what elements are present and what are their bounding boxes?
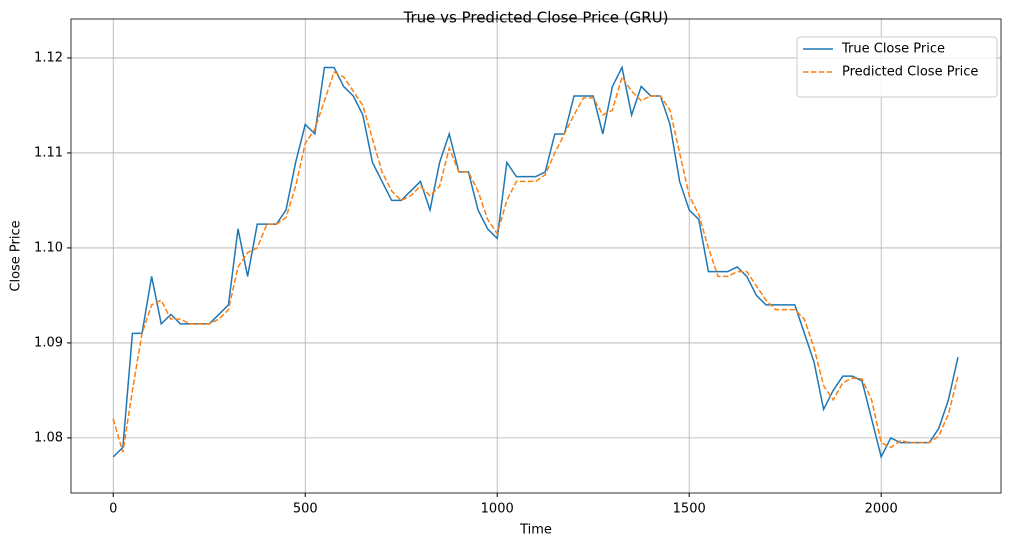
legend-box [796, 36, 998, 98]
y-tick-label: 1.10 [34, 240, 63, 255]
y-tick-label: 1.08 [34, 430, 63, 445]
plot-frame [70, 18, 1002, 494]
data-line [112, 71, 959, 453]
legend: True Close Price Predicted Close Price [796, 36, 998, 98]
legend-label: Predicted Close Price [842, 65, 978, 80]
legend-label: True Close Price [841, 42, 945, 57]
y-tick-label: 1.12 [34, 50, 63, 65]
y-axis-label: Close Price [9, 220, 24, 291]
data-line [112, 65, 959, 460]
x-tick-label: 500 [293, 502, 318, 517]
x-axis-label: Time [519, 523, 552, 538]
y-tick-label: 1.09 [34, 335, 63, 350]
chart-title: True vs Predicted Close Price (GRU) [403, 9, 669, 27]
x-tick-label: 0 [109, 502, 117, 517]
x-tick-label: 1500 [673, 502, 706, 517]
y-tick-label: 1.11 [34, 145, 63, 160]
x-tick-label: 2000 [865, 502, 898, 517]
x-tick-label: 1000 [481, 502, 514, 517]
